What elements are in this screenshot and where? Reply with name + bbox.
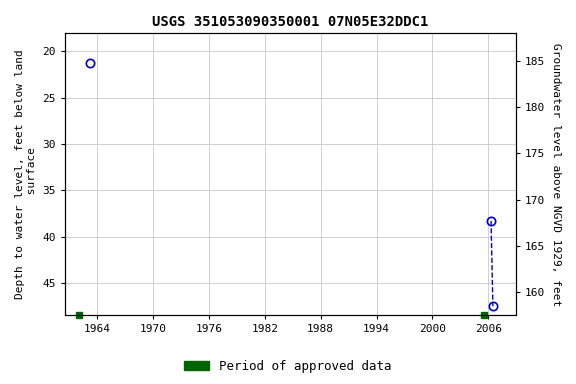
- Y-axis label: Depth to water level, feet below land
 surface: Depth to water level, feet below land su…: [15, 49, 37, 299]
- Legend: Period of approved data: Period of approved data: [179, 355, 397, 378]
- Y-axis label: Groundwater level above NGVD 1929, feet: Groundwater level above NGVD 1929, feet: [551, 43, 561, 306]
- Title: USGS 351053090350001 07N05E32DDC1: USGS 351053090350001 07N05E32DDC1: [152, 15, 429, 29]
